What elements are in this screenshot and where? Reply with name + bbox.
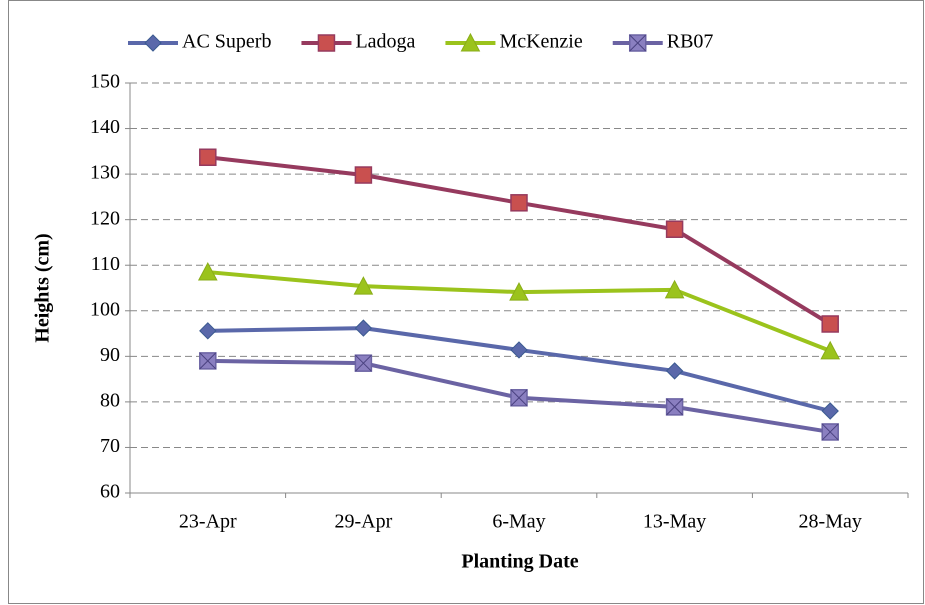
x-tick-label: 28-May (799, 511, 862, 533)
marker (821, 402, 839, 420)
marker-cross (821, 423, 839, 441)
y-axis-label: Heights (cm) (32, 233, 54, 342)
marker (510, 341, 528, 359)
x-tick-label: 23-Apr (179, 511, 237, 533)
legend-label: RB07 (667, 31, 714, 53)
marker (664, 279, 685, 299)
marker (197, 261, 218, 281)
marker (353, 276, 374, 295)
marker (665, 362, 684, 380)
y-tick-label: 100 (90, 298, 120, 320)
marker-cross (355, 354, 372, 372)
y-tick-label: 60 (100, 481, 120, 503)
y-tick-label: 70 (100, 435, 120, 457)
y-tick-label: 130 (90, 162, 120, 184)
y-tick-label: 80 (100, 389, 120, 411)
marker (144, 34, 162, 52)
x-tick-label: 29-Apr (335, 511, 393, 533)
legend-label: Ladoga (355, 31, 415, 53)
x-tick-label: 6-May (492, 511, 545, 533)
marker (354, 166, 373, 184)
marker (199, 322, 217, 340)
marker (820, 340, 841, 360)
marker-cross (510, 389, 528, 407)
y-tick-label: 140 (90, 116, 120, 138)
y-tick-label: 90 (100, 344, 120, 366)
marker-cross (199, 352, 217, 370)
legend-label: McKenzie (499, 31, 582, 53)
marker (199, 148, 217, 167)
marker (509, 282, 529, 301)
legend-label: AC Superb (182, 31, 271, 53)
x-axis-label: Planting Date (461, 551, 578, 573)
chart-frame (8, 0, 924, 604)
marker (460, 32, 481, 52)
marker-cross (666, 398, 683, 416)
y-tick-label: 150 (90, 71, 120, 93)
marker-cross (629, 34, 647, 52)
y-tick-label: 110 (91, 253, 120, 275)
marker (665, 220, 684, 238)
y-tick-label: 120 (90, 207, 120, 229)
marker (821, 315, 839, 333)
marker (354, 319, 373, 337)
marker (317, 34, 336, 52)
marker (510, 194, 528, 212)
x-tick-label: 13-May (643, 511, 706, 533)
